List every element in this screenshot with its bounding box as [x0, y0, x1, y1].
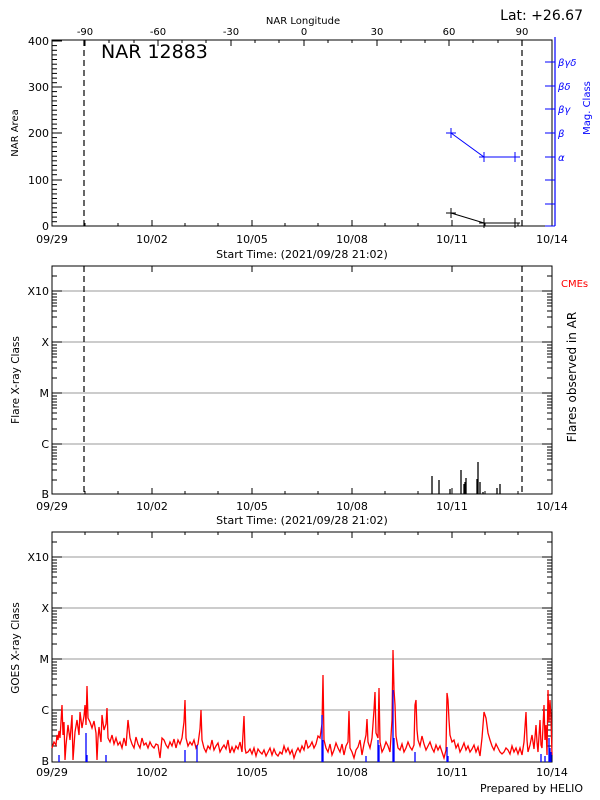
nar-area-ylabel: NAR Area [10, 109, 21, 156]
mag-tick-bd: βδ [557, 82, 571, 93]
mag-tick-b: β [557, 129, 565, 140]
flares-right-label: Flares observed in AR [565, 312, 579, 442]
date-tick: 09/29 [36, 233, 68, 246]
flares-panel: X10 X M C B Flare X-ray Class CMEs Flare… [10, 265, 588, 527]
cmes-legend: CMEs [561, 279, 588, 290]
date-tick: 10/05 [236, 500, 268, 513]
flare-bars [431, 462, 501, 494]
lon-tick: 0 [301, 27, 307, 38]
flare-class-tick: X10 [27, 285, 49, 298]
area-tick: 100 [28, 174, 49, 187]
start-time-label: Start Time: (2021/09/28 21:02) [216, 248, 388, 261]
flares-y-ticks [52, 266, 552, 494]
date-tick: 10/11 [436, 766, 468, 779]
lon-tick: 60 [443, 27, 456, 38]
area-tick: 0 [42, 220, 49, 233]
date-tick: 10/08 [336, 500, 368, 513]
goes-grid [52, 556, 552, 711]
date-tick: 10/05 [236, 233, 268, 246]
nar-plot-frame [51, 39, 553, 227]
flare-class-tick: B [41, 488, 49, 501]
date-tick: 10/11 [436, 233, 468, 246]
goes-class-tick: C [41, 704, 49, 717]
top-axis-title: NAR Longitude [266, 16, 340, 27]
prepared-by-footer: Prepared by HELIO [480, 782, 583, 795]
goes-long-series [51, 649, 553, 761]
lon-tick: -90 [77, 27, 93, 38]
nar-area-panel: NAR 12883 Lat: +26.67 NAR Longitude βγδ … [10, 8, 593, 261]
goes-panel: X10 X M C B GOES X-ray Class [10, 531, 583, 795]
date-tick: 10/08 [336, 766, 368, 779]
area-tick: 200 [28, 127, 49, 140]
date-tick: 09/29 [36, 766, 68, 779]
goes-class-tick: X [41, 602, 49, 615]
lon-tick: 90 [516, 27, 529, 38]
mag-class-series [450, 132, 515, 158]
mag-tick-bg: βγ [557, 105, 571, 116]
flares-grid [52, 290, 552, 445]
flare-class-tick: M [40, 387, 50, 400]
flare-class-tick: X [41, 336, 49, 349]
mag-tick-bgd: βγδ [557, 58, 576, 69]
flares-plot-frame [51, 265, 553, 495]
date-tick: 10/11 [436, 500, 468, 513]
date-tick: 10/14 [536, 233, 568, 246]
area-tick: 300 [28, 81, 49, 94]
date-tick: 10/05 [236, 766, 268, 779]
goes-plot-frame [51, 531, 553, 763]
date-tick: 10/14 [536, 766, 568, 779]
date-tick: 10/08 [336, 233, 368, 246]
goes-class-tick: B [41, 755, 49, 768]
lon-tick: -30 [223, 27, 239, 38]
area-tick: 400 [28, 35, 49, 48]
flares-ylabel: Flare X-ray Class [10, 336, 22, 424]
goes-ylabel: GOES X-ray Class [10, 602, 22, 693]
lon-tick: 30 [371, 27, 384, 38]
nar-area-series [450, 212, 515, 224]
mag-class-label: Mag. Class [582, 81, 593, 135]
region-title: NAR 12883 [101, 41, 208, 63]
date-tick: 09/29 [36, 500, 68, 513]
goes-class-tick: X10 [27, 551, 49, 564]
goes-short-series [58, 690, 552, 762]
lon-tick: -60 [150, 27, 166, 38]
date-tick: 10/02 [136, 500, 168, 513]
date-tick: 10/02 [136, 233, 168, 246]
flare-class-tick: C [41, 438, 49, 451]
goes-y-ticks [52, 532, 552, 747]
goes-class-tick: M [40, 653, 50, 666]
start-time-label: Start Time: (2021/09/28 21:02) [216, 514, 388, 527]
mag-tick-a: α [558, 153, 565, 164]
nar-minor-ticks [52, 45, 57, 223]
latitude-label: Lat: +26.67 [500, 8, 583, 24]
date-tick: 10/02 [136, 766, 168, 779]
date-tick: 10/14 [536, 500, 568, 513]
